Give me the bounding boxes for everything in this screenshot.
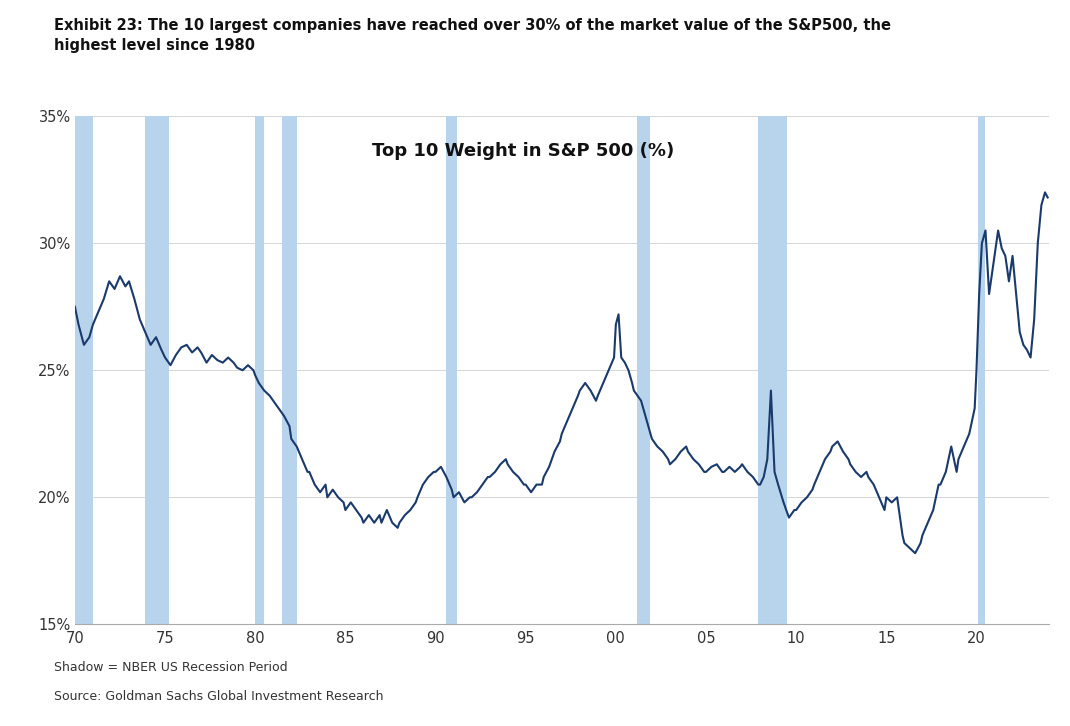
- Bar: [71, 116, 93, 624]
- Bar: [146, 116, 169, 624]
- Bar: [282, 116, 296, 624]
- Text: Top 10 Weight in S&P 500 (%): Top 10 Weight in S&P 500 (%): [371, 142, 674, 160]
- Text: Exhibit 23: The 10 largest companies have reached over 30% of the market value o: Exhibit 23: The 10 largest companies hav…: [54, 18, 890, 53]
- Text: Shadow = NBER US Recession Period: Shadow = NBER US Recession Period: [54, 661, 287, 674]
- Bar: [446, 116, 457, 624]
- Bar: [978, 116, 985, 624]
- Text: Source: Goldman Sachs Global Investment Research: Source: Goldman Sachs Global Investment …: [54, 690, 383, 703]
- Bar: [638, 116, 651, 624]
- Bar: [256, 116, 264, 624]
- Bar: [759, 116, 788, 624]
